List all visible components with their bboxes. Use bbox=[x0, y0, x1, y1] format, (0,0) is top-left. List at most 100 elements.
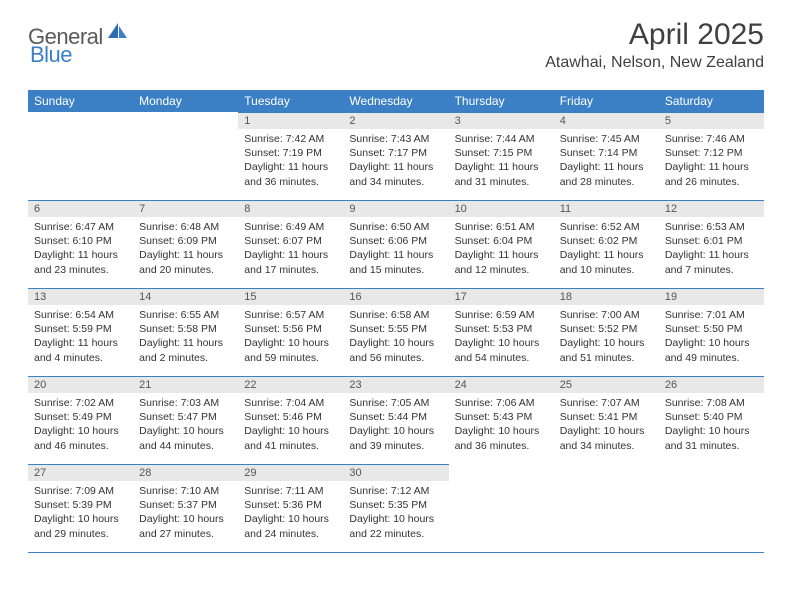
day-number: 18 bbox=[554, 288, 659, 305]
month-title: April 2025 bbox=[545, 18, 764, 52]
calendar-day-cell: 5Sunrise: 7:46 AMSunset: 7:12 PMDaylight… bbox=[659, 112, 764, 200]
day-detail: Sunrise: 7:09 AMSunset: 5:39 PMDaylight:… bbox=[28, 481, 133, 552]
sunrise-text: Sunrise: 7:10 AM bbox=[139, 484, 232, 498]
sunset-text: Sunset: 6:07 PM bbox=[244, 234, 337, 248]
calendar-body: 1Sunrise: 7:42 AMSunset: 7:19 PMDaylight… bbox=[28, 112, 764, 552]
daylight-text: Daylight: 10 hours and 31 minutes. bbox=[665, 424, 758, 452]
day-detail: Sunrise: 6:50 AMSunset: 6:06 PMDaylight:… bbox=[343, 217, 448, 288]
sunset-text: Sunset: 5:43 PM bbox=[455, 410, 548, 424]
sunrise-text: Sunrise: 7:05 AM bbox=[349, 396, 442, 410]
calendar-day-cell: 10Sunrise: 6:51 AMSunset: 6:04 PMDayligh… bbox=[449, 200, 554, 288]
daylight-text: Daylight: 10 hours and 39 minutes. bbox=[349, 424, 442, 452]
daylight-text: Daylight: 10 hours and 36 minutes. bbox=[455, 424, 548, 452]
sunrise-text: Sunrise: 7:07 AM bbox=[560, 396, 653, 410]
daylight-text: Daylight: 10 hours and 49 minutes. bbox=[665, 336, 758, 364]
header: General April 2025 Atawhai, Nelson, New … bbox=[28, 18, 764, 72]
sunrise-text: Sunrise: 6:47 AM bbox=[34, 220, 127, 234]
day-number: 6 bbox=[28, 200, 133, 217]
sunset-text: Sunset: 6:06 PM bbox=[349, 234, 442, 248]
day-number: 26 bbox=[659, 376, 764, 393]
sunrise-text: Sunrise: 7:42 AM bbox=[244, 132, 337, 146]
day-detail: Sunrise: 6:54 AMSunset: 5:59 PMDaylight:… bbox=[28, 305, 133, 376]
weekday-header: Tuesday bbox=[238, 90, 343, 112]
sunrise-text: Sunrise: 7:08 AM bbox=[665, 396, 758, 410]
day-number: 21 bbox=[133, 376, 238, 393]
day-detail: Sunrise: 6:57 AMSunset: 5:56 PMDaylight:… bbox=[238, 305, 343, 376]
sunrise-text: Sunrise: 7:03 AM bbox=[139, 396, 232, 410]
daylight-text: Daylight: 11 hours and 36 minutes. bbox=[244, 160, 337, 188]
sunset-text: Sunset: 5:37 PM bbox=[139, 498, 232, 512]
sunrise-text: Sunrise: 6:48 AM bbox=[139, 220, 232, 234]
sunset-text: Sunset: 5:53 PM bbox=[455, 322, 548, 336]
daylight-text: Daylight: 10 hours and 51 minutes. bbox=[560, 336, 653, 364]
calendar-week-row: 13Sunrise: 6:54 AMSunset: 5:59 PMDayligh… bbox=[28, 288, 764, 376]
day-number: 5 bbox=[659, 112, 764, 129]
sunset-text: Sunset: 5:41 PM bbox=[560, 410, 653, 424]
brand-text-blue-wrap: Blue bbox=[30, 42, 72, 68]
day-number: 4 bbox=[554, 112, 659, 129]
day-number: 1 bbox=[238, 112, 343, 129]
daylight-text: Daylight: 11 hours and 23 minutes. bbox=[34, 248, 127, 276]
calendar-day-cell: 4Sunrise: 7:45 AMSunset: 7:14 PMDaylight… bbox=[554, 112, 659, 200]
calendar-empty-cell bbox=[659, 464, 764, 552]
sunset-text: Sunset: 5:46 PM bbox=[244, 410, 337, 424]
daylight-text: Daylight: 10 hours and 59 minutes. bbox=[244, 336, 337, 364]
day-detail: Sunrise: 7:01 AMSunset: 5:50 PMDaylight:… bbox=[659, 305, 764, 376]
sunset-text: Sunset: 5:50 PM bbox=[665, 322, 758, 336]
day-number: 25 bbox=[554, 376, 659, 393]
day-detail: Sunrise: 6:52 AMSunset: 6:02 PMDaylight:… bbox=[554, 217, 659, 288]
daylight-text: Daylight: 11 hours and 17 minutes. bbox=[244, 248, 337, 276]
calendar-day-cell: 6Sunrise: 6:47 AMSunset: 6:10 PMDaylight… bbox=[28, 200, 133, 288]
weekday-header: Sunday bbox=[28, 90, 133, 112]
daylight-text: Daylight: 10 hours and 29 minutes. bbox=[34, 512, 127, 540]
sunset-text: Sunset: 6:04 PM bbox=[455, 234, 548, 248]
sunrise-text: Sunrise: 7:00 AM bbox=[560, 308, 653, 322]
calendar-day-cell: 22Sunrise: 7:04 AMSunset: 5:46 PMDayligh… bbox=[238, 376, 343, 464]
calendar-day-cell: 11Sunrise: 6:52 AMSunset: 6:02 PMDayligh… bbox=[554, 200, 659, 288]
calendar-day-cell: 8Sunrise: 6:49 AMSunset: 6:07 PMDaylight… bbox=[238, 200, 343, 288]
calendar-day-cell: 3Sunrise: 7:44 AMSunset: 7:15 PMDaylight… bbox=[449, 112, 554, 200]
sunset-text: Sunset: 5:47 PM bbox=[139, 410, 232, 424]
brand-text-blue: Blue bbox=[30, 42, 72, 67]
calendar-table: SundayMondayTuesdayWednesdayThursdayFrid… bbox=[28, 90, 764, 552]
sunrise-text: Sunrise: 7:04 AM bbox=[244, 396, 337, 410]
sunrise-text: Sunrise: 7:43 AM bbox=[349, 132, 442, 146]
daylight-text: Daylight: 10 hours and 22 minutes. bbox=[349, 512, 442, 540]
sunrise-text: Sunrise: 6:52 AM bbox=[560, 220, 653, 234]
sunset-text: Sunset: 5:58 PM bbox=[139, 322, 232, 336]
day-detail: Sunrise: 7:07 AMSunset: 5:41 PMDaylight:… bbox=[554, 393, 659, 464]
calendar-day-cell: 29Sunrise: 7:11 AMSunset: 5:36 PMDayligh… bbox=[238, 464, 343, 552]
day-number: 30 bbox=[343, 464, 448, 481]
sunrise-text: Sunrise: 6:57 AM bbox=[244, 308, 337, 322]
calendar-empty-cell bbox=[28, 112, 133, 200]
sunset-text: Sunset: 7:17 PM bbox=[349, 146, 442, 160]
calendar-day-cell: 25Sunrise: 7:07 AMSunset: 5:41 PMDayligh… bbox=[554, 376, 659, 464]
day-detail: Sunrise: 6:49 AMSunset: 6:07 PMDaylight:… bbox=[238, 217, 343, 288]
sunset-text: Sunset: 7:12 PM bbox=[665, 146, 758, 160]
day-number: 3 bbox=[449, 112, 554, 129]
day-number: 27 bbox=[28, 464, 133, 481]
daylight-text: Daylight: 11 hours and 4 minutes. bbox=[34, 336, 127, 364]
weekday-header: Thursday bbox=[449, 90, 554, 112]
day-number: 14 bbox=[133, 288, 238, 305]
day-detail: Sunrise: 7:12 AMSunset: 5:35 PMDaylight:… bbox=[343, 481, 448, 552]
calendar-day-cell: 21Sunrise: 7:03 AMSunset: 5:47 PMDayligh… bbox=[133, 376, 238, 464]
sunset-text: Sunset: 5:36 PM bbox=[244, 498, 337, 512]
sunset-text: Sunset: 5:39 PM bbox=[34, 498, 127, 512]
location: Atawhai, Nelson, New Zealand bbox=[545, 54, 764, 72]
day-detail: Sunrise: 7:08 AMSunset: 5:40 PMDaylight:… bbox=[659, 393, 764, 464]
calendar-week-row: 1Sunrise: 7:42 AMSunset: 7:19 PMDaylight… bbox=[28, 112, 764, 200]
day-number: 16 bbox=[343, 288, 448, 305]
calendar-day-cell: 1Sunrise: 7:42 AMSunset: 7:19 PMDaylight… bbox=[238, 112, 343, 200]
day-detail: Sunrise: 7:44 AMSunset: 7:15 PMDaylight:… bbox=[449, 129, 554, 200]
sunrise-text: Sunrise: 6:59 AM bbox=[455, 308, 548, 322]
sunrise-text: Sunrise: 6:58 AM bbox=[349, 308, 442, 322]
sunrise-text: Sunrise: 7:01 AM bbox=[665, 308, 758, 322]
day-number: 9 bbox=[343, 200, 448, 217]
sunset-text: Sunset: 5:40 PM bbox=[665, 410, 758, 424]
calendar-empty-cell bbox=[133, 112, 238, 200]
calendar-week-row: 20Sunrise: 7:02 AMSunset: 5:49 PMDayligh… bbox=[28, 376, 764, 464]
day-number: 15 bbox=[238, 288, 343, 305]
calendar-day-cell: 18Sunrise: 7:00 AMSunset: 5:52 PMDayligh… bbox=[554, 288, 659, 376]
calendar-day-cell: 13Sunrise: 6:54 AMSunset: 5:59 PMDayligh… bbox=[28, 288, 133, 376]
